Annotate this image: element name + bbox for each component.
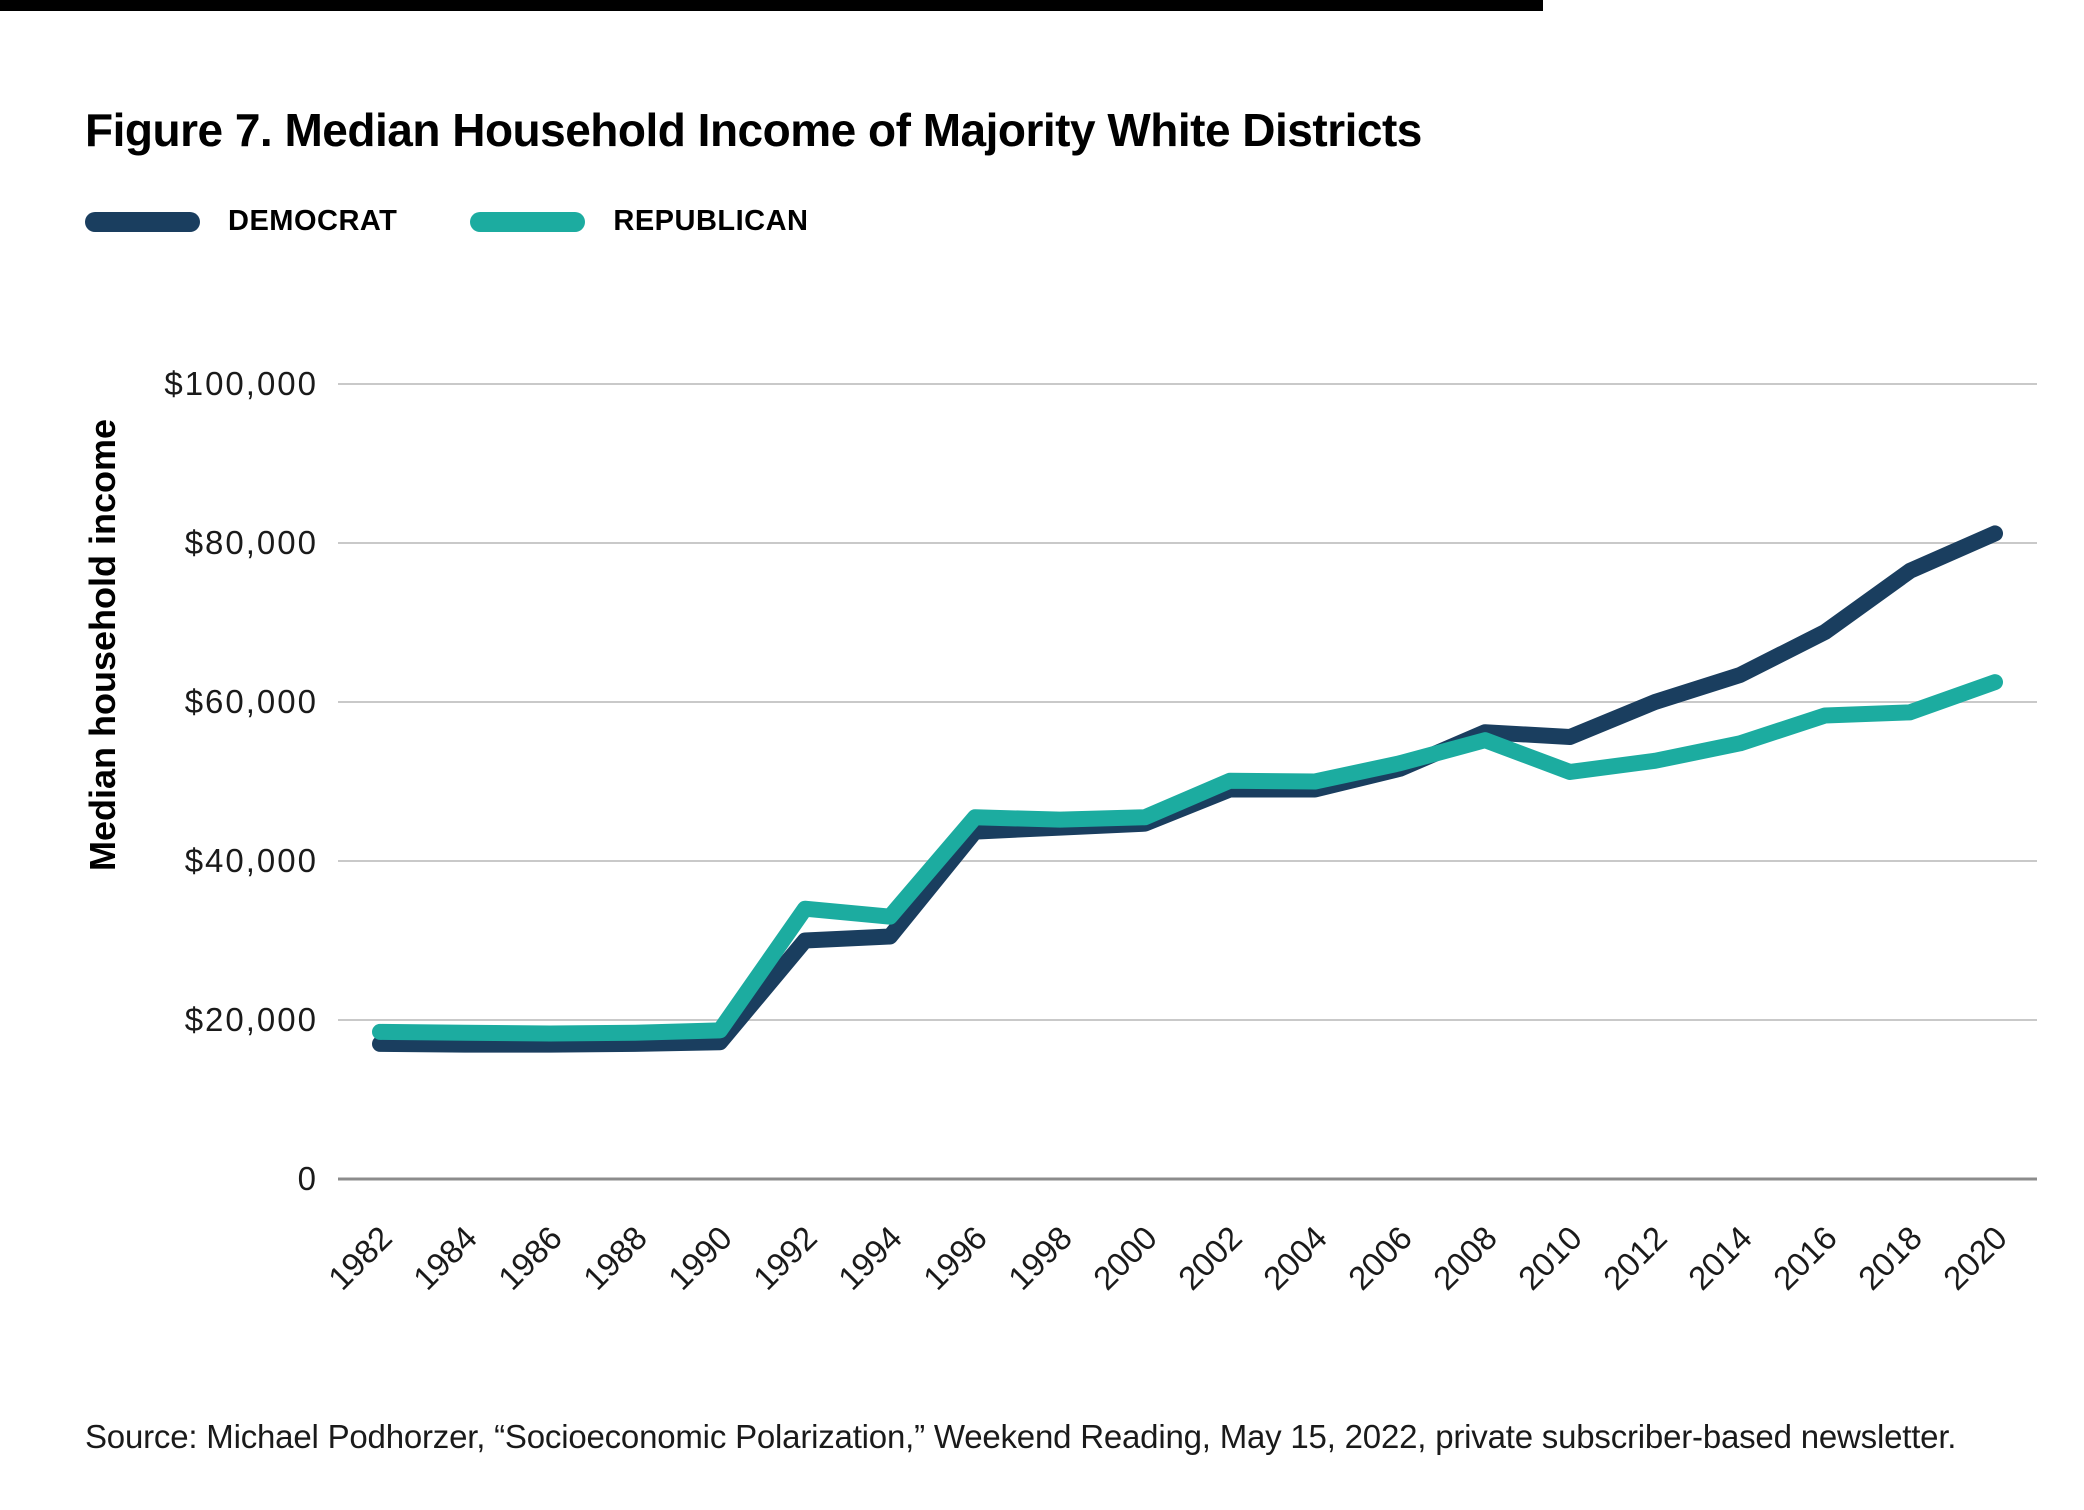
y-tick-label: $40,000 bbox=[185, 842, 318, 879]
democrat-line bbox=[372, 525, 2003, 1053]
y-tick-label: $80,000 bbox=[185, 524, 318, 561]
x-tick-label: 1990 bbox=[661, 1219, 739, 1297]
x-tick-label: 2020 bbox=[1936, 1219, 2014, 1297]
x-tick-label: 1982 bbox=[321, 1219, 399, 1297]
legend-item-democrat: DEMOCRAT bbox=[85, 205, 442, 238]
x-tick-label: 1994 bbox=[831, 1219, 909, 1297]
legend-item-republican: REPUBLICAN bbox=[470, 205, 853, 238]
x-tick-label: 2008 bbox=[1426, 1219, 1504, 1297]
figure-title: Figure 7. Median Household Income of Maj… bbox=[85, 103, 1422, 156]
x-tick-label: 2016 bbox=[1766, 1219, 1844, 1297]
y-tick-label: $60,000 bbox=[185, 683, 318, 720]
x-tick-label: 1996 bbox=[916, 1219, 994, 1297]
source-note: Source: Michael Podhorzer, “Socioeconomi… bbox=[85, 1418, 1957, 1455]
x-tick-label: 2004 bbox=[1256, 1219, 1334, 1297]
y-tick-label: $20,000 bbox=[185, 1001, 318, 1038]
x-tick-label: 1988 bbox=[576, 1219, 654, 1297]
x-tick-label: 2006 bbox=[1341, 1219, 1419, 1297]
legend-label-republican: REPUBLICAN bbox=[613, 205, 809, 237]
republican-line bbox=[372, 674, 2003, 1042]
y-tick-label: 0 bbox=[298, 1160, 318, 1197]
republican-line-swatch bbox=[470, 211, 586, 232]
chart-legend: DEMOCRAT REPUBLICAN bbox=[85, 205, 854, 238]
x-tick-label: 2000 bbox=[1086, 1219, 1164, 1297]
x-tick-label: 1986 bbox=[491, 1219, 569, 1297]
x-tick-label: 2014 bbox=[1681, 1219, 1759, 1297]
democrat-line-swatch bbox=[85, 211, 200, 232]
x-tick-label: 2010 bbox=[1511, 1219, 1589, 1297]
x-tick-label: 1998 bbox=[1001, 1219, 1079, 1297]
x-tick-label: 1984 bbox=[406, 1219, 484, 1297]
figure-top-rule bbox=[0, 0, 1543, 11]
x-tick-label: 1992 bbox=[746, 1219, 824, 1297]
x-tick-label: 2012 bbox=[1596, 1219, 1674, 1297]
y-tick-label: $100,000 bbox=[164, 365, 318, 402]
x-tick-label: 2002 bbox=[1171, 1219, 1249, 1297]
legend-label-democrat: DEMOCRAT bbox=[228, 205, 398, 237]
x-tick-label: 2018 bbox=[1851, 1219, 1929, 1297]
